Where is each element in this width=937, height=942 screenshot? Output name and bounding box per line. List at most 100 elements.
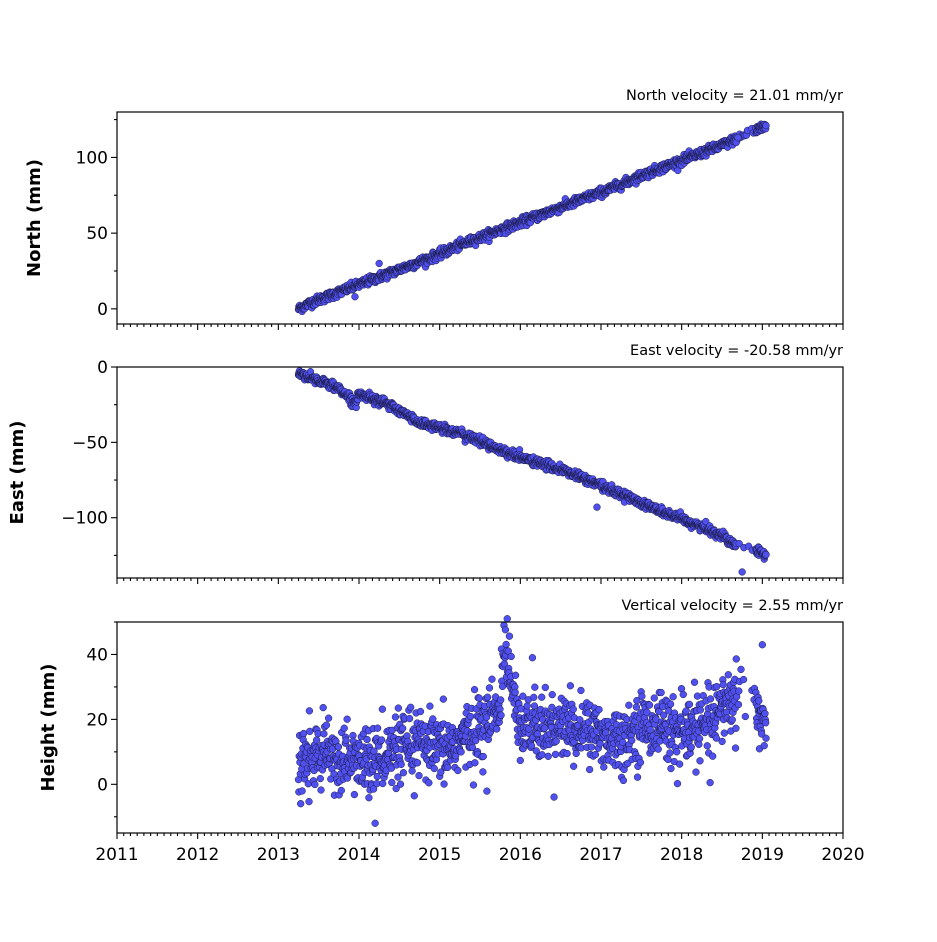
panel-height-point-1091 — [690, 678, 699, 686]
panel-height-point-83 — [324, 714, 333, 722]
panel-height-point-283 — [397, 760, 405, 769]
panel-height-point-257 — [388, 778, 396, 787]
panel-height-point-932 — [633, 696, 641, 705]
panel-height-point-758 — [570, 762, 578, 770]
panel-height-title: Vertical velocity = 2.55 mm/yr — [622, 598, 844, 614]
panel-north-outlier-1 — [351, 293, 359, 301]
panel-height-point-765 — [572, 749, 580, 758]
panel-height-point-895 — [619, 776, 628, 785]
panel-height-point-775 — [576, 716, 584, 724]
panel-height-point-1032 — [669, 693, 677, 701]
panel-height-point-1152 — [713, 682, 721, 691]
panel-height-point-1205 — [732, 724, 740, 732]
panel-height-point-401 — [440, 780, 448, 788]
panel-north-outlier-2 — [734, 134, 742, 142]
panel-height-ylabel: Height (mm) — [38, 664, 59, 792]
panel-height-point-611 — [516, 756, 524, 765]
panel-height-point-1044 — [673, 779, 682, 788]
panel-height-point-533 — [488, 675, 496, 683]
panel-height-point-362 — [426, 702, 434, 710]
panel-height-point-154 — [350, 790, 359, 799]
panel-height-point-289 — [399, 769, 408, 777]
panel-height-point-999 — [657, 688, 665, 697]
panel-height-point-618 — [519, 692, 527, 700]
panel-height-point-818 — [591, 750, 600, 759]
panel-height-point-10 — [298, 787, 306, 795]
panel-height-point-62 — [317, 786, 325, 794]
panel-height-point-509 — [479, 752, 487, 761]
panel-height-point-110 — [334, 743, 343, 751]
panel-height-point-1170 — [719, 680, 727, 689]
panel-height-xtick-label-1: 2012 — [176, 845, 219, 865]
panel-height: Vertical velocity = 2.55 mm/yr 0 20 40 2011 2… — [38, 598, 865, 865]
panel-height-point-1173 — [720, 729, 728, 737]
panel-east-point-1207 — [735, 539, 743, 548]
panel-height-point-699 — [548, 691, 556, 699]
panel-height-point-642 — [527, 742, 536, 750]
panel-height-point-650 — [530, 702, 539, 710]
panel-height-point-1195 — [728, 716, 736, 724]
panel-height-point-570 — [501, 626, 510, 634]
panel-height-point-336 — [416, 707, 425, 716]
panel-height-points — [294, 615, 770, 827]
panel-height-ytick-label-1: 20 — [86, 710, 108, 730]
panel-height-point-778 — [577, 686, 585, 695]
panel-east-ytick-label-1: −50 — [72, 433, 108, 453]
panel-height-point-29 — [305, 797, 313, 806]
panel-north-ytick-label-2: 100 — [76, 148, 108, 168]
panel-height-point-828 — [595, 705, 603, 714]
panel-east: East velocity = -20.58 mm/yr 0 −50 −100 East… — [7, 343, 844, 584]
panel-north: North velocity = 21.01 mm/yr 0 50 100 North … — [24, 88, 844, 330]
panel-height-point-802 — [585, 765, 594, 774]
panel-height-point-309 — [407, 703, 415, 711]
panel-height-point-749 — [566, 682, 575, 690]
panel-height-point-1018 — [664, 755, 672, 764]
panel-height-point-1240 — [760, 742, 768, 750]
panel-height-point-572 — [502, 640, 510, 649]
panel-height-point-482 — [469, 781, 478, 789]
panel-height-point-269 — [392, 784, 400, 793]
panel-height-point-1095 — [692, 768, 700, 776]
panel-height-point-708 — [551, 750, 560, 759]
panel-height-point-521 — [483, 693, 492, 701]
panel-height-point-893 — [619, 738, 627, 746]
panel-height-point-960 — [643, 708, 651, 716]
panel-height-point-60 — [316, 774, 324, 783]
panel-height-point-332 — [415, 771, 423, 780]
panel-height-point-704 — [550, 793, 558, 801]
panel-height-point-1082 — [687, 743, 695, 751]
panel-height-point-1151 — [712, 734, 720, 742]
panel-height-point-1025 — [666, 700, 675, 708]
panel-height-point-680 — [541, 683, 549, 692]
panel-height-point-946 — [638, 692, 646, 700]
panel-east-points — [294, 367, 770, 576]
panel-height-point-77 — [322, 721, 331, 729]
panel-height-point-1206 — [732, 655, 740, 663]
panel-height-point-45 — [311, 780, 319, 789]
panel-east-ylabel: East (mm) — [7, 421, 28, 525]
panel-height-point-488 — [471, 736, 480, 745]
panel-height-point-70 — [320, 730, 328, 738]
panel-height-outlier-0 — [528, 654, 537, 662]
panel-height-point-275 — [394, 704, 402, 712]
panel-north-ytick-label-1: 50 — [86, 224, 108, 244]
panel-height-point-586 — [507, 652, 515, 661]
panel-north-ylabel: North (mm) — [24, 159, 45, 277]
panel-height-point-1244 — [762, 719, 770, 727]
panel-height-point-980 — [650, 694, 658, 702]
panel-height-xtick-label-8: 2019 — [741, 845, 784, 865]
panel-height-point-189 — [363, 735, 371, 744]
panel-height-point-439 — [454, 766, 462, 775]
panel-height-point-1050 — [676, 760, 684, 768]
panel-height-xtick-label-0: 2011 — [95, 845, 138, 865]
panel-height-point-287 — [399, 724, 407, 732]
panel-height-point-648 — [530, 693, 538, 702]
panel-height-point-740 — [563, 749, 571, 758]
panel-height-point-68 — [319, 704, 327, 712]
panel-height-point-1135 — [706, 695, 715, 703]
panel-height-ytick-label-2: 40 — [86, 645, 108, 665]
panel-height-point-50 — [313, 736, 321, 744]
panel-height-xtick-label-6: 2017 — [579, 845, 622, 865]
